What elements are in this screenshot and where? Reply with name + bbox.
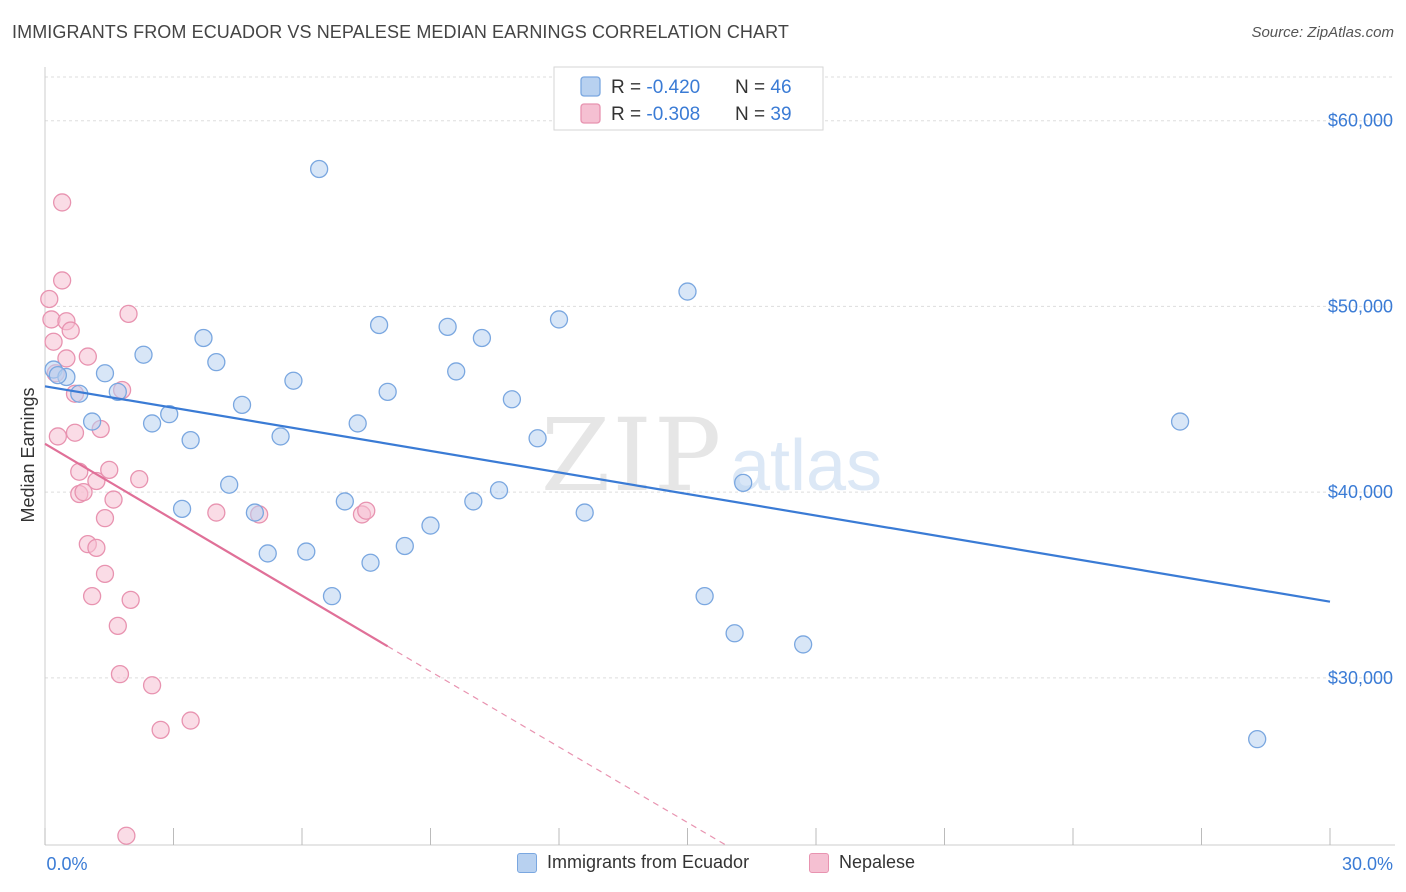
legend-label-ecuador: Immigrants from Ecuador xyxy=(547,852,750,872)
data-point-ecuador xyxy=(378,382,397,402)
data-point-ecuador xyxy=(95,364,115,383)
data-point-nepalese xyxy=(117,826,136,845)
data-point-ecuador xyxy=(220,475,239,494)
data-point-ecuador xyxy=(361,553,380,572)
data-point-nepalese xyxy=(151,720,170,740)
y-axis-title: Median Earnings xyxy=(18,387,38,522)
data-point-ecuador xyxy=(395,536,414,556)
data-point-ecuador xyxy=(369,315,389,335)
data-point-ecuador xyxy=(134,345,153,364)
data-point-ecuador xyxy=(725,624,744,643)
data-point-nepalese xyxy=(74,482,93,502)
data-point-ecuador xyxy=(271,427,290,446)
data-point-ecuador xyxy=(489,481,509,500)
data-point-nepalese xyxy=(70,462,89,481)
data-point-nepalese xyxy=(61,321,80,340)
data-point-nepalese xyxy=(57,349,76,368)
data-point-nepalese xyxy=(207,503,226,522)
data-point-nepalese xyxy=(110,664,130,684)
data-point-nepalese xyxy=(181,711,200,730)
y-tick-label: $30,000 xyxy=(1328,668,1393,688)
data-point-nepalese xyxy=(82,586,102,606)
data-point-nepalese xyxy=(87,538,106,558)
data-point-ecuador xyxy=(528,429,547,448)
data-point-ecuador xyxy=(335,492,354,511)
data-point-nepalese xyxy=(42,310,61,329)
data-point-ecuador xyxy=(309,159,329,179)
data-point-ecuador xyxy=(258,544,277,563)
bottom-legend: Immigrants from Ecuador Nepalese xyxy=(0,852,1406,878)
data-point-ecuador xyxy=(464,492,483,511)
data-point-ecuador xyxy=(695,586,714,606)
data-point-nepalese xyxy=(65,423,85,442)
data-point-nepalese xyxy=(130,469,149,489)
y-tick-label: $60,000 xyxy=(1328,111,1393,131)
data-point-ecuador xyxy=(245,503,265,522)
data-point-nepalese xyxy=(357,501,376,520)
data-point-ecuador xyxy=(48,365,67,385)
data-point-ecuador xyxy=(108,382,127,402)
data-point-nepalese xyxy=(121,590,140,610)
data-point-nepalese xyxy=(100,460,119,480)
legend-stats-ecuador: R = -0.420 N = 46 xyxy=(611,77,792,98)
data-point-nepalese xyxy=(119,304,138,324)
data-point-ecuador xyxy=(549,310,569,329)
data-point-nepalese xyxy=(78,347,97,366)
data-point-ecuador xyxy=(1248,729,1267,749)
source-label: Source: ZipAtlas.com xyxy=(1251,24,1394,41)
data-point-ecuador xyxy=(472,328,492,348)
legend-swatch-blue-top xyxy=(580,76,601,97)
data-point-ecuador xyxy=(194,328,213,348)
data-point-nepalese xyxy=(52,193,72,212)
data-point-ecuador xyxy=(348,414,367,433)
data-point-ecuador xyxy=(438,317,457,337)
x-tick-label-max: 30.0% xyxy=(1342,854,1393,874)
watermark-atlas: atlas xyxy=(730,426,882,506)
data-point-ecuador xyxy=(160,404,179,424)
data-point-ecuador xyxy=(232,395,252,415)
data-point-nepalese xyxy=(48,427,67,446)
y-tick-label: $40,000 xyxy=(1328,482,1393,502)
x-tick-label-min: 0.0% xyxy=(46,854,87,874)
data-point-ecuador xyxy=(447,362,466,381)
legend-swatch-blue xyxy=(517,852,537,873)
data-point-nepalese xyxy=(142,676,162,695)
data-point-ecuador xyxy=(421,516,440,535)
data-point-ecuador xyxy=(575,503,594,522)
data-point-ecuador xyxy=(678,282,697,301)
legend-swatch-pink-top xyxy=(580,103,601,124)
data-point-ecuador xyxy=(284,371,303,390)
data-point-nepalese xyxy=(95,564,115,584)
data-point-ecuador xyxy=(142,414,162,433)
data-point-ecuador xyxy=(1170,412,1190,431)
trend-line-nepalese-extension xyxy=(387,645,727,846)
data-point-nepalese xyxy=(52,271,72,290)
data-point-nepalese xyxy=(108,616,127,636)
data-point-ecuador xyxy=(297,542,316,561)
legend-swatch-pink xyxy=(809,852,829,873)
legend-stats-nepalese: R = -0.308 N = 39 xyxy=(611,104,792,125)
data-point-nepalese xyxy=(44,332,63,351)
data-point-ecuador xyxy=(207,352,226,372)
trend-line-nepalese xyxy=(44,442,389,648)
data-point-nepalese xyxy=(104,490,123,509)
trend-line-ecuador xyxy=(44,385,1331,603)
data-point-nepalese xyxy=(95,508,115,528)
data-point-ecuador xyxy=(172,499,192,519)
data-point-nepalese xyxy=(40,289,59,309)
data-point-ecuador xyxy=(322,586,342,606)
y-tick-label: $50,000 xyxy=(1328,296,1393,316)
legend-item-ecuador[interactable]: Immigrants from Ecuador xyxy=(517,852,749,873)
chart-title: IMMIGRANTS FROM ECUADOR VS NEPALESE MEDI… xyxy=(12,22,789,42)
data-point-ecuador xyxy=(734,473,753,493)
data-point-ecuador xyxy=(82,412,102,431)
legend-label-nepalese: Nepalese xyxy=(839,852,916,872)
data-point-ecuador xyxy=(181,430,200,450)
legend-item-nepalese[interactable]: Nepalese xyxy=(809,852,915,873)
data-point-ecuador xyxy=(502,390,522,409)
data-point-ecuador xyxy=(794,635,813,654)
